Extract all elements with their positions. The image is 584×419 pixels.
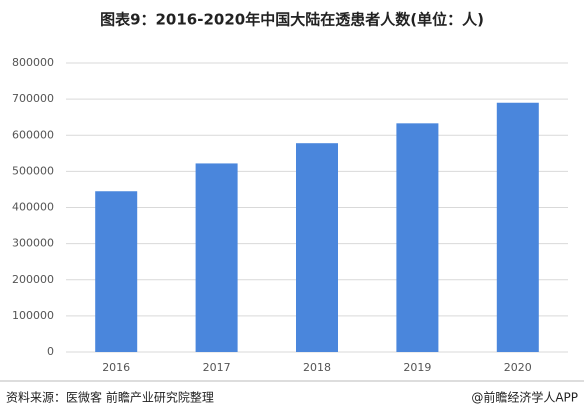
y-tick-label: 300000 bbox=[12, 237, 54, 250]
x-tick-label: 2020 bbox=[504, 361, 532, 374]
x-tick-label: 2019 bbox=[403, 361, 431, 374]
y-tick-label: 100000 bbox=[12, 309, 54, 322]
source-note: 资料来源：医微客 前瞻产业研究院整理 bbox=[6, 390, 214, 405]
y-tick-label: 600000 bbox=[12, 128, 54, 141]
credit: @前瞻经济学人APP bbox=[471, 390, 578, 405]
y-tick-label: 400000 bbox=[12, 201, 54, 214]
y-tick-label: 500000 bbox=[12, 164, 54, 177]
chart-title: 图表9：2016-2020年中国大陆在透患者人数(单位：人) bbox=[100, 11, 484, 29]
y-tick-label: 700000 bbox=[12, 92, 54, 105]
bar bbox=[195, 163, 238, 352]
y-tick-label: 0 bbox=[47, 345, 54, 358]
bar bbox=[496, 102, 539, 352]
bar bbox=[95, 191, 138, 352]
x-tick-label: 2016 bbox=[102, 361, 130, 374]
bar bbox=[296, 143, 338, 352]
bar bbox=[396, 123, 439, 352]
x-tick-label: 2018 bbox=[303, 361, 331, 374]
y-tick-label: 200000 bbox=[12, 273, 54, 286]
y-tick-label: 800000 bbox=[12, 56, 54, 69]
x-tick-label: 2017 bbox=[203, 361, 231, 374]
